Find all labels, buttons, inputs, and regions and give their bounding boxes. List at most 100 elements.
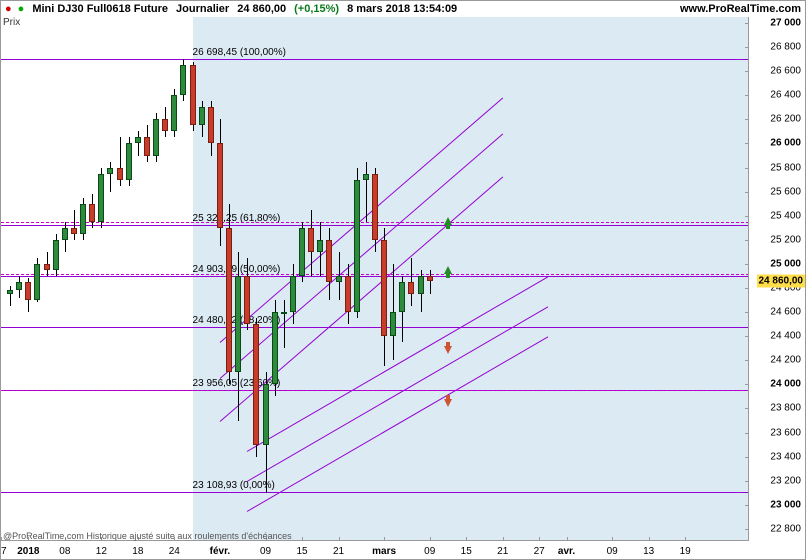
- x-tick: avr.: [558, 546, 575, 557]
- y-tick: 26 000: [770, 138, 801, 149]
- future-shaded-region: [193, 17, 749, 541]
- y-tick: 26 800: [770, 42, 801, 53]
- x-tick: 09: [607, 546, 618, 557]
- y-tick: 26 600: [770, 66, 801, 77]
- x-tick: 2018: [17, 546, 39, 557]
- candle-body: [308, 228, 314, 252]
- signal-arrow-up: [444, 266, 452, 274]
- signal-arrow-down: [444, 399, 452, 407]
- candle-wick: [284, 300, 285, 348]
- candle-body: [199, 107, 205, 125]
- candle-body: [71, 228, 77, 234]
- candle-body: [263, 384, 269, 444]
- candle-body: [299, 228, 305, 276]
- interval-label: Journalier: [176, 3, 229, 15]
- current-price-tag: 24 860,00: [757, 274, 806, 287]
- y-tick: 23 400: [770, 451, 801, 462]
- y-tick: 25 200: [770, 234, 801, 245]
- candle-body: [326, 240, 332, 282]
- fib-label: 26 698,45 (100,00%): [193, 47, 286, 59]
- candle-body: [171, 95, 177, 131]
- candle-body: [162, 119, 168, 131]
- x-tick: 21: [333, 546, 344, 557]
- x-tick: 12: [96, 546, 107, 557]
- candle-body: [427, 276, 433, 281]
- candle-body: [418, 276, 424, 294]
- candle-body: [372, 174, 378, 240]
- x-tick: 15: [296, 546, 307, 557]
- candle-wick: [10, 286, 11, 306]
- candle-body: [244, 276, 250, 324]
- candle-body: [126, 143, 132, 179]
- candle-body: [381, 240, 387, 336]
- last-price: 24 860,00: [237, 3, 286, 15]
- candle-body: [208, 107, 214, 143]
- candle-body: [53, 240, 59, 270]
- candle-body: [317, 240, 323, 252]
- x-tick: févr.: [210, 546, 231, 557]
- signal-arrow-down: [444, 346, 452, 354]
- candle-body: [107, 168, 113, 174]
- plot-area[interactable]: 26 698,45 (100,00%)25 327,25 (61,80%)24 …: [1, 17, 749, 541]
- x-tick: 09: [260, 546, 271, 557]
- candle-body: [281, 312, 287, 314]
- x-axis: 27201808121824févr.091521mars09152127avr…: [1, 540, 749, 559]
- y-tick: 22 800: [770, 523, 801, 534]
- candle-body: [7, 290, 13, 294]
- y-tick: 23 800: [770, 403, 801, 414]
- y-axis: 27 00026 80026 60026 40026 20026 00025 8…: [748, 17, 805, 541]
- candle-wick: [110, 162, 111, 192]
- y-tick: 25 400: [770, 210, 801, 221]
- candle-body: [190, 65, 196, 125]
- candle-body: [363, 174, 369, 180]
- dashed-level-line: [1, 274, 749, 275]
- candle-body: [44, 264, 50, 270]
- fib-label: 23 108,93 (0,00%): [193, 480, 275, 492]
- y-tick: 24 400: [770, 331, 801, 342]
- candle-body: [16, 282, 22, 290]
- candle-body: [25, 282, 31, 300]
- change-percent: (+0,15%): [294, 3, 339, 15]
- candle-body: [117, 168, 123, 180]
- candle-body: [336, 276, 342, 282]
- symbol-name: Mini DJ30 Full0618 Future: [32, 3, 168, 15]
- y-tick: 23 000: [770, 499, 801, 510]
- datetime-label: 8 mars 2018 13:54:09: [347, 3, 457, 15]
- fib-line: [1, 327, 749, 328]
- y-tick: 27 000: [770, 18, 801, 29]
- candle-body: [235, 276, 241, 372]
- y-tick: 26 200: [770, 114, 801, 125]
- x-tick: 13: [643, 546, 654, 557]
- chart-header: ●● Mini DJ30 Full0618 Future Journalier …: [1, 1, 805, 17]
- candle-wick: [74, 210, 75, 240]
- candle-wick: [366, 162, 367, 222]
- candle-body: [180, 65, 186, 95]
- y-tick: 26 400: [770, 90, 801, 101]
- y-tick: 24 200: [770, 355, 801, 366]
- x-tick: 15: [461, 546, 472, 557]
- signal-arrow-up: [444, 217, 452, 225]
- candle-body: [217, 143, 223, 227]
- x-tick: 18: [132, 546, 143, 557]
- y-tick: 23 600: [770, 427, 801, 438]
- fib-line: [1, 276, 749, 277]
- x-tick: 21: [497, 546, 508, 557]
- candle-body: [135, 137, 141, 143]
- candle-body: [98, 174, 104, 222]
- x-tick: 27: [534, 546, 545, 557]
- candle-body: [89, 204, 95, 222]
- candle-body: [345, 276, 351, 312]
- x-tick: 19: [680, 546, 691, 557]
- site-watermark: www.ProRealTime.com: [680, 3, 801, 15]
- candle-body: [34, 264, 40, 300]
- copyright-text: @ProRealTime.com Historique ajusté suite…: [3, 531, 292, 541]
- y-tick: 25 600: [770, 186, 801, 197]
- candle-body: [80, 204, 86, 234]
- x-tick: mars: [372, 546, 396, 557]
- chart-container: ●● Mini DJ30 Full0618 Future Journalier …: [0, 0, 806, 560]
- candle-body: [226, 228, 232, 373]
- candle-body: [390, 312, 396, 336]
- x-tick: 09: [424, 546, 435, 557]
- candle-body: [253, 324, 259, 444]
- candle-body: [272, 312, 278, 384]
